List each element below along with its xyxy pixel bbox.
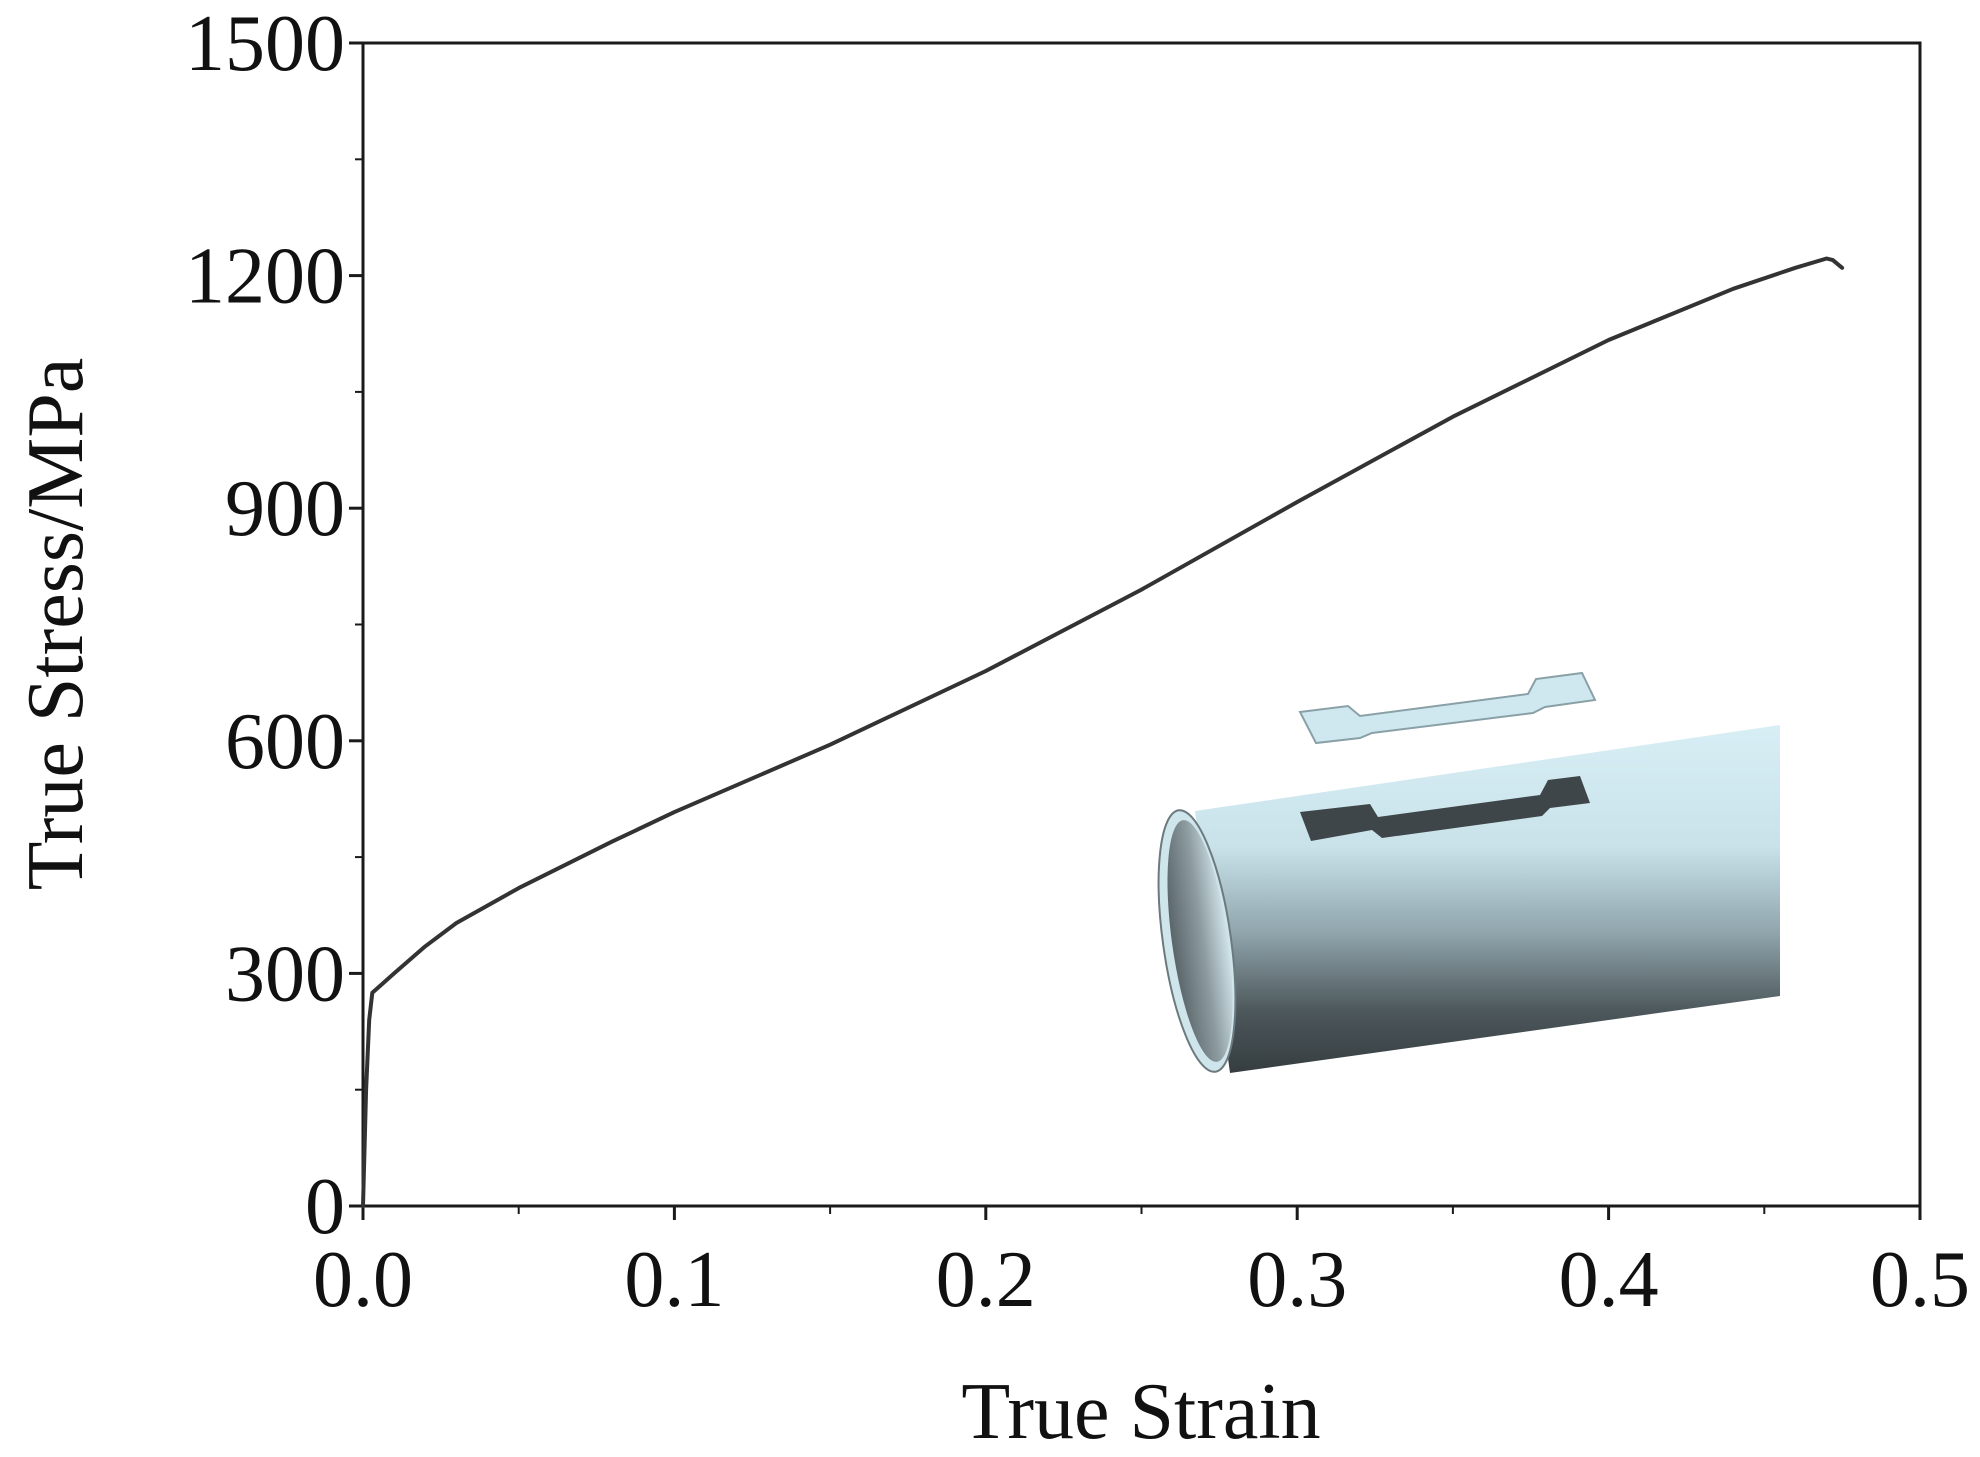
plot-frame bbox=[361, 41, 1922, 1208]
y-axis-ticks bbox=[349, 41, 363, 1208]
y-tick-label: 900 bbox=[225, 465, 345, 553]
x-tick-label: 0.0 bbox=[313, 1236, 413, 1324]
series-line-1 bbox=[361, 256, 1845, 1208]
tube-specimen-inset bbox=[1157, 671, 1780, 1073]
y-tick-label: 600 bbox=[225, 698, 345, 786]
tube-end-inner bbox=[1167, 820, 1233, 1062]
x-tick-label: 0.3 bbox=[1247, 1236, 1347, 1324]
y-tick-label: 1200 bbox=[185, 233, 345, 321]
y-axis-title: True Stress/MPa bbox=[12, 358, 100, 891]
tube-body bbox=[1195, 725, 1780, 1073]
specimen-cutout bbox=[1300, 776, 1590, 841]
y-tick-label: 300 bbox=[225, 930, 345, 1018]
x-tick-label: 0.4 bbox=[1559, 1236, 1659, 1324]
x-tick-label: 0.5 bbox=[1870, 1236, 1970, 1324]
x-tick-label: 0.1 bbox=[624, 1236, 724, 1324]
x-axis-tick-labels: 0.0 0.1 0.2 0.3 0.4 0.5 bbox=[313, 1236, 1970, 1324]
x-axis-ticks bbox=[361, 1206, 1922, 1220]
series-layer bbox=[361, 256, 1845, 1208]
y-tick-label: 0 bbox=[305, 1163, 345, 1251]
x-axis-title: True Strain bbox=[961, 1368, 1320, 1456]
x-tick-label: 0.2 bbox=[936, 1236, 1036, 1324]
y-tick-label: 1500 bbox=[185, 0, 345, 88]
y-axis-tick-labels: 0 300 600 900 1200 1500 bbox=[185, 0, 345, 1251]
dogbone-specimen bbox=[1298, 671, 1597, 745]
